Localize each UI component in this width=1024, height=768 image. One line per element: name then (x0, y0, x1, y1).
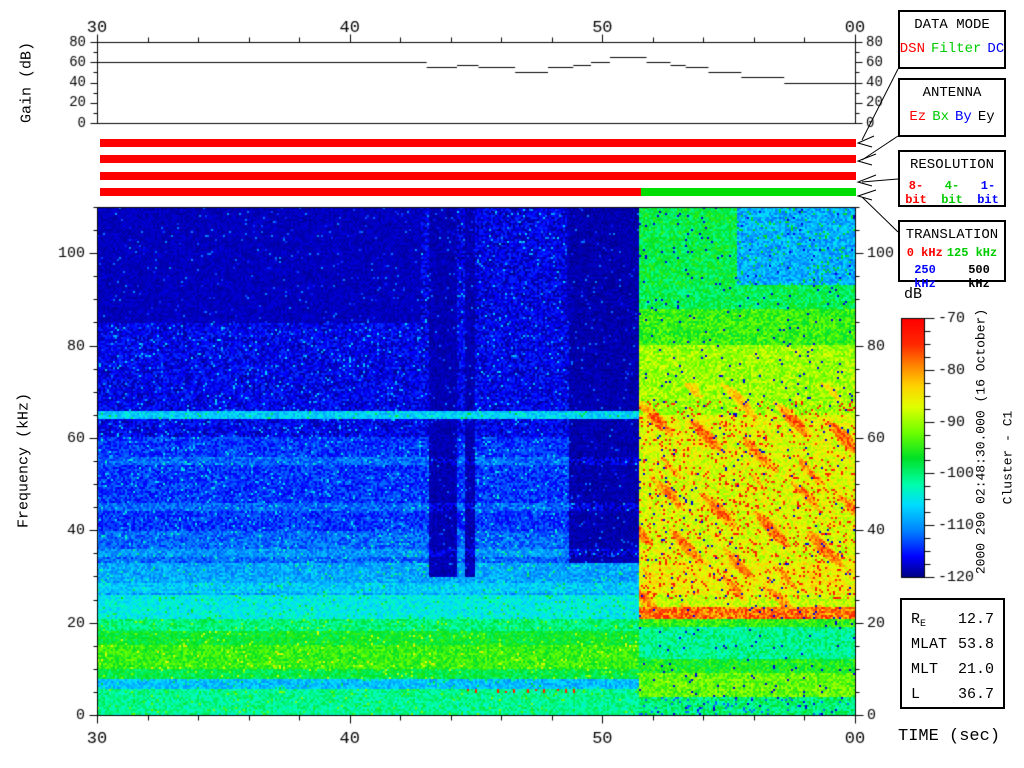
ephemeris-value: 36.7 (957, 686, 994, 703)
ephemeris-row-l: L 36.7 (902, 682, 1003, 707)
legend-items-resolution: 8-bit 4-bit 1-bit (900, 179, 1004, 207)
spectrogram-canvas (55, 200, 900, 760)
translation-bar-segment (100, 188, 641, 196)
legend-item: 250 kHz (914, 263, 936, 291)
ephemeris-label: MLT (911, 661, 939, 678)
ephemeris-box: RE 12.7 MLAT 53.8 MLT 21.0 L 36.7 (900, 598, 1005, 709)
legend-title-translation: TRANSLATION (905, 227, 999, 243)
legend-item: 125 kHz (946, 246, 998, 260)
legend-box-translation: TRANSLATION 0 kHz 125 kHz 250 kHz 500 kHz (898, 220, 1006, 291)
time-axis-title: TIME (sec) (898, 727, 1001, 746)
translation-bar-segment (640, 188, 856, 196)
legend-title-data-mode: DATA MODE (914, 17, 990, 33)
legend-item: 8-bit (905, 179, 927, 207)
legend-item: By (955, 109, 972, 125)
legend-title-antenna: ANTENNA (922, 85, 982, 101)
frequency-axis-title: Frequency (kHz) (15, 392, 33, 529)
colorbar-canvas (893, 300, 1024, 595)
gain-plot-canvas (55, 5, 895, 140)
legend-item: Filter (931, 41, 982, 57)
legend-items-translation-row2: 250 kHz 500 kHz (900, 263, 1004, 291)
legend-box-antenna: ANTENNA Ez Bx By Ey (898, 78, 1006, 137)
antenna-bar-segment (100, 155, 856, 163)
ephemeris-row-mlat: MLAT 53.8 (902, 632, 1003, 657)
legend-item: Ey (977, 109, 995, 125)
colorbar-units-label: dB (904, 286, 923, 303)
ephemeris-value: 21.0 (957, 661, 994, 678)
legend-box-data-mode: DATA MODE DSN Filter DC (898, 10, 1006, 69)
spacecraft-side-text: Cluster - C1 (1000, 410, 1016, 505)
legend-items-data-mode: DSN Filter DC (900, 41, 1004, 57)
legend-item: 4-bit (941, 179, 963, 207)
datetime-side-text: 2000 290 02:48:30.000 (16 October) (973, 308, 989, 575)
legend-item: 1-bit (977, 179, 999, 207)
legend-box-resolution: RESOLUTION 8-bit 4-bit 1-bit (898, 150, 1006, 207)
legend-item: DC (987, 41, 1005, 57)
legend-item: 500 kHz (968, 263, 990, 291)
legend-item: DSN (899, 41, 925, 57)
ephemeris-row-re: RE 12.7 (902, 607, 1003, 632)
ephemeris-label: L (911, 686, 921, 703)
legend-items-translation-row1: 0 kHz 125 kHz (900, 246, 1004, 260)
legend-title-resolution: RESOLUTION (909, 157, 994, 173)
legend-item: Bx (932, 109, 949, 125)
ephemeris-label: MLAT (911, 636, 948, 653)
ephemeris-value: 53.8 (957, 636, 994, 653)
resolution-bar-segment (100, 172, 856, 180)
data-mode-bar-segment (100, 139, 856, 147)
ephemeris-row-mlt: MLT 21.0 (902, 657, 1003, 682)
ephemeris-label: RE (911, 611, 927, 630)
ephemeris-value: 12.7 (957, 611, 994, 628)
legend-item: 0 kHz (906, 246, 943, 260)
legend-item: Ez (909, 109, 927, 125)
legend-items-antenna: Ez Bx By Ey (900, 109, 1004, 125)
